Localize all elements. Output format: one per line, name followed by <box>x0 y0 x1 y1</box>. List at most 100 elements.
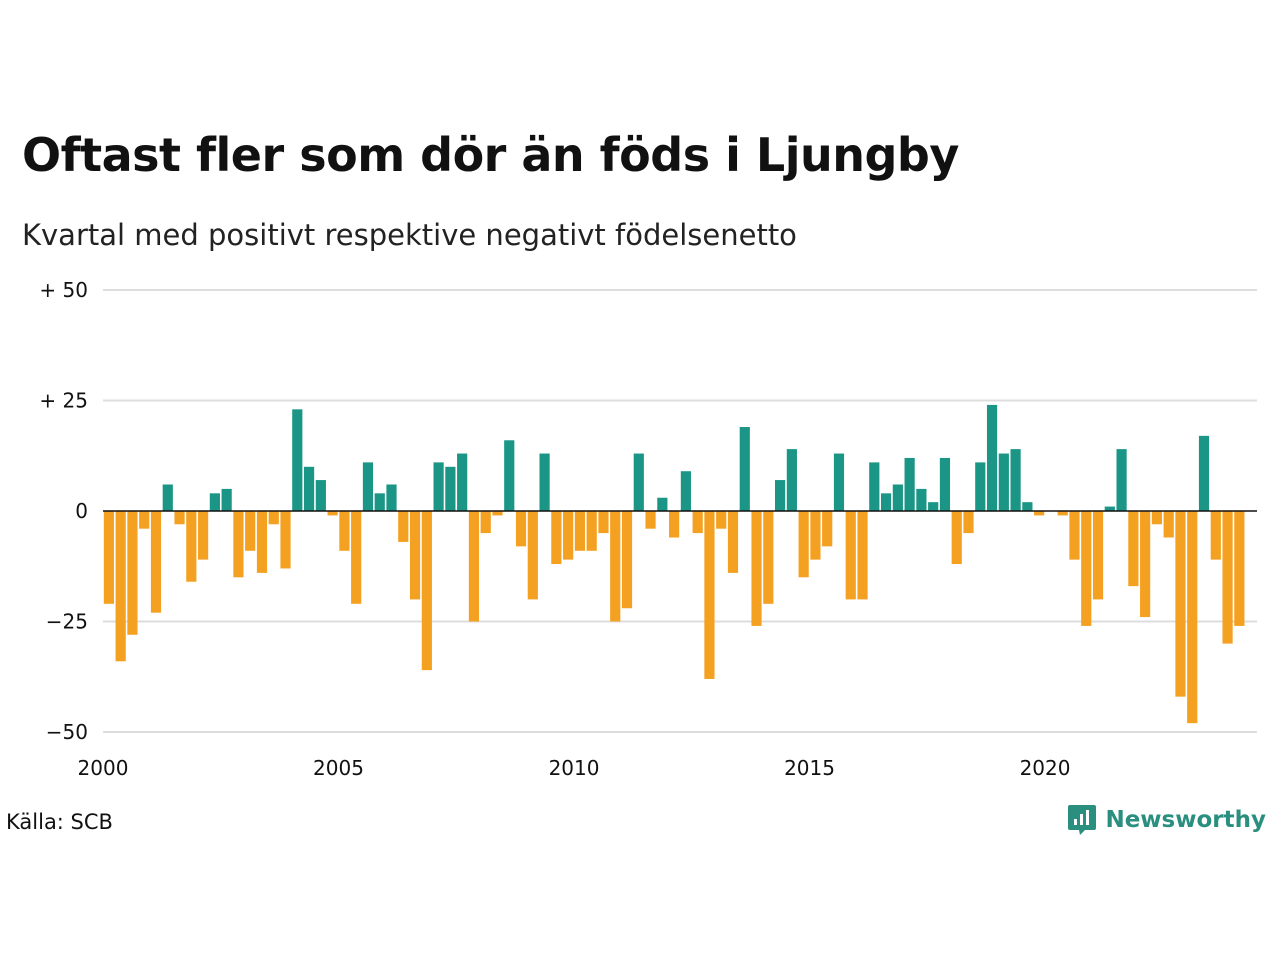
bar <box>327 511 338 516</box>
bar <box>162 484 173 511</box>
bar <box>986 404 998 511</box>
bar <box>1151 511 1162 525</box>
bar <box>127 511 138 635</box>
bar <box>504 440 515 511</box>
bar <box>1022 502 1033 511</box>
bar <box>292 409 303 511</box>
bar <box>951 511 962 565</box>
bar <box>1092 511 1104 600</box>
bar <box>351 511 362 604</box>
bar <box>1210 511 1221 560</box>
bar <box>739 427 750 511</box>
bar <box>1234 511 1245 626</box>
bar <box>598 511 609 534</box>
bar <box>810 511 821 560</box>
bar <box>586 511 597 551</box>
bar <box>280 511 291 569</box>
bar <box>221 488 232 511</box>
bar <box>1140 511 1151 618</box>
y-tick-label: + 25 <box>39 389 88 413</box>
bar <box>150 511 162 613</box>
bar <box>798 511 809 578</box>
bar <box>610 511 621 622</box>
newsworthy-logo-icon <box>1068 805 1097 835</box>
bar <box>692 511 703 534</box>
bar <box>857 511 868 600</box>
bar <box>904 457 915 511</box>
bar-chart: + 50 + 25 0 −25 −50 2000 2005 2010 2015 2020 <box>39 278 1257 780</box>
bar <box>527 511 538 600</box>
bar <box>374 493 385 511</box>
x-tick-label: 2020 <box>1020 756 1071 780</box>
bar <box>268 511 279 525</box>
bar <box>398 511 409 542</box>
y-tick-label: + 50 <box>39 278 88 302</box>
y-tick-label: −50 <box>46 720 88 744</box>
bar <box>704 511 715 679</box>
x-axis-ticks: 2000 2005 2010 2015 2020 <box>78 756 1071 780</box>
bar <box>786 449 797 511</box>
bars <box>103 404 1245 724</box>
bar <box>421 511 432 671</box>
bar <box>633 453 644 511</box>
bar <box>657 497 668 511</box>
bar <box>115 511 126 662</box>
y-tick-label: −25 <box>46 610 88 634</box>
bar <box>468 511 480 622</box>
bar <box>539 453 550 511</box>
bar <box>386 484 397 511</box>
bar <box>751 511 762 626</box>
bar <box>1034 511 1045 516</box>
bar <box>975 462 986 511</box>
bar <box>198 511 209 560</box>
x-tick-label: 2015 <box>784 756 835 780</box>
bar <box>822 511 833 547</box>
bar <box>457 453 468 511</box>
bar <box>1010 449 1021 511</box>
bar <box>1057 511 1068 516</box>
bar <box>669 511 680 538</box>
bar <box>1163 511 1174 538</box>
bar <box>1222 511 1233 644</box>
bar <box>680 471 691 511</box>
bar <box>339 511 350 551</box>
bar <box>727 511 739 573</box>
bar <box>245 511 256 551</box>
bar <box>939 457 951 511</box>
bar <box>845 511 856 600</box>
bar <box>869 462 880 511</box>
bar <box>1069 511 1080 560</box>
bar <box>1175 511 1186 697</box>
bar <box>963 511 974 534</box>
bar <box>103 511 114 604</box>
bar <box>928 502 939 511</box>
bar <box>621 511 633 609</box>
bar <box>833 453 845 511</box>
source-note: Källa: SCB <box>6 810 113 834</box>
bar <box>480 511 491 534</box>
bar <box>209 493 220 511</box>
brand-name: Newsworthy <box>1105 807 1266 833</box>
chart-title: Oftast fler som dör än föds i Ljungby <box>22 128 959 182</box>
bar <box>916 488 927 511</box>
bar <box>186 511 197 582</box>
bar <box>574 511 585 551</box>
bar <box>174 511 185 525</box>
bar <box>433 462 444 511</box>
x-tick-label: 2005 <box>313 756 364 780</box>
x-tick-label: 2010 <box>549 756 600 780</box>
bar <box>1128 511 1139 587</box>
chart-subtitle: Kvartal med positivt respektive negativt… <box>22 218 797 252</box>
bar <box>362 462 374 511</box>
y-tick-label: 0 <box>75 499 88 523</box>
bar <box>645 511 656 529</box>
bar <box>1116 449 1127 511</box>
bar <box>233 511 244 578</box>
bar <box>716 511 727 529</box>
bar <box>1187 511 1198 724</box>
x-tick-label: 2000 <box>78 756 129 780</box>
bar <box>445 466 456 511</box>
bar <box>775 480 786 511</box>
bar <box>763 511 774 604</box>
bar <box>1198 435 1210 511</box>
